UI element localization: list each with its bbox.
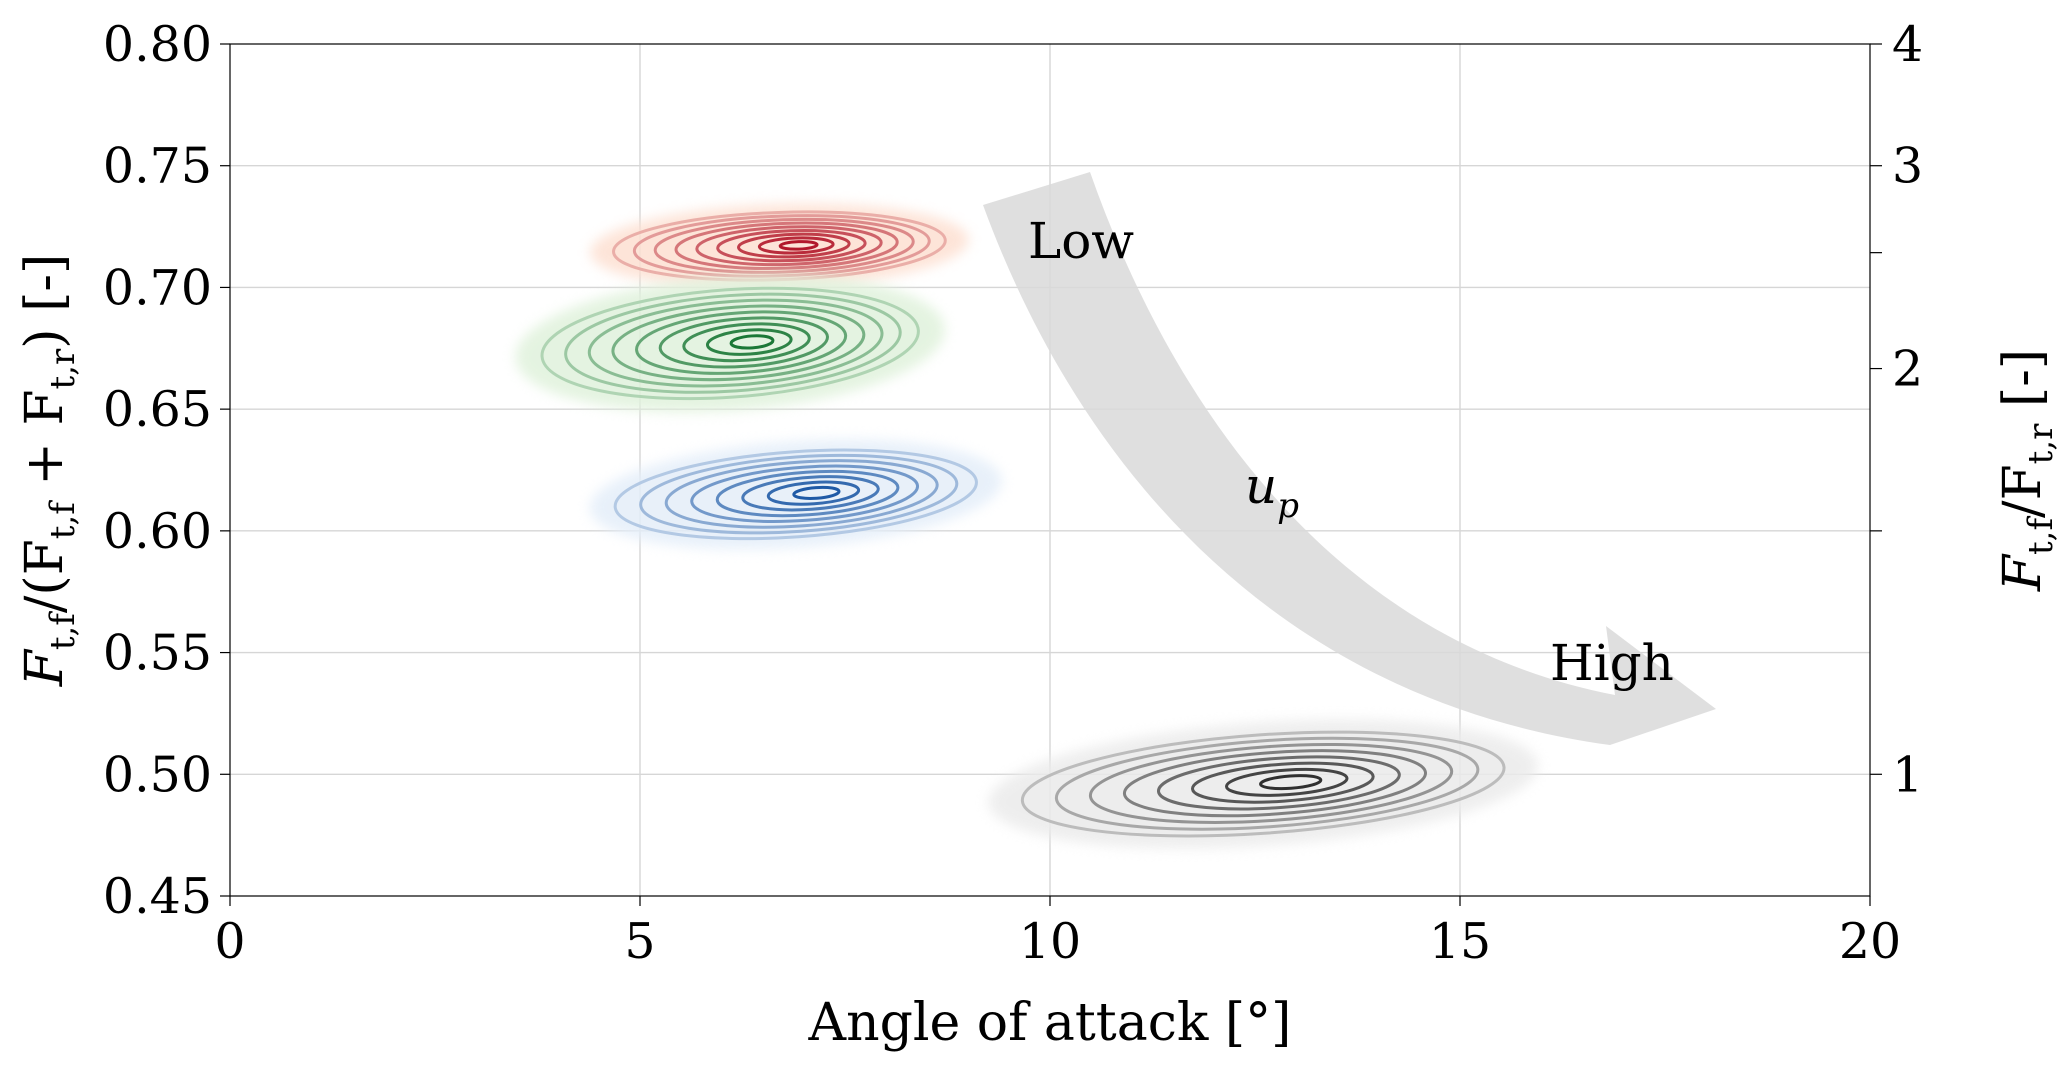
contour-line (792, 485, 841, 500)
y-right-end: [-] (1993, 349, 2053, 424)
y-left-main: F (15, 648, 75, 687)
y-tick-label: 0.60 (103, 503, 212, 560)
y-right-mid: /F (1993, 464, 2053, 518)
arrow-variable-label: up (1245, 457, 1299, 526)
contour-line (766, 480, 861, 506)
y-left-sub1: t,f (43, 611, 83, 650)
contour-line (1054, 736, 1480, 831)
y2-tick-label: 1 (1892, 746, 1923, 803)
contour-line (674, 221, 899, 271)
contour-line (716, 228, 867, 263)
contour-line (564, 292, 902, 394)
y-tick-label: 0.75 (103, 138, 212, 195)
x-tick-label: 5 (624, 913, 655, 970)
contour-line (639, 453, 959, 535)
contour-line (1122, 749, 1428, 818)
y2-tick-label: 2 (1892, 341, 1923, 398)
y-axis-left-label: Ft,f/(Ft,f + Ft,r) [-] (15, 254, 83, 688)
contour-series-2 (589, 439, 1002, 550)
x-tick-label: 10 (1019, 913, 1081, 970)
y-right-sub1: t,f (2021, 516, 2061, 555)
x-tick-label: 20 (1839, 913, 1901, 970)
contour-line (757, 236, 835, 255)
contour-line (1259, 774, 1323, 791)
y2-tick-label: 3 (1892, 138, 1923, 195)
contour-line (778, 240, 819, 251)
grid-lines (230, 44, 1870, 896)
low-label: Low (1028, 212, 1134, 270)
contour-series (515, 203, 1539, 849)
contour-line (737, 232, 851, 259)
y-right-main: F (1993, 553, 2053, 592)
contour-line (682, 322, 811, 363)
contour-line (1225, 767, 1349, 797)
y-left-sub2: t,f (43, 500, 83, 539)
y2-tick-label: 4 (1892, 16, 1923, 73)
y-axis-left-ticks: 0.45 0.50 0.55 0.60 0.65 0.70 0.75 0.80 (103, 16, 230, 925)
y-left-mid: /(F (15, 539, 75, 613)
contour-line (613, 448, 978, 541)
y-tick-label: 0.45 (103, 868, 212, 925)
contour-fill (589, 439, 1002, 550)
trend-arrow-shape (983, 172, 1716, 745)
y-axis-right-label: Ft,f/Ft,r [-] (1993, 349, 2061, 592)
y-tick-label: 0.70 (103, 259, 212, 316)
contour-line (690, 464, 920, 523)
high-label: High (1550, 634, 1674, 692)
x-axis-label: Angle of attack [°] (808, 993, 1292, 1053)
contour-line (1191, 761, 1375, 804)
y-axis-right-ticks: 1 2 3 4 (1870, 16, 1923, 803)
contour-line (587, 298, 884, 388)
contour-line (705, 328, 793, 356)
contour-line (540, 286, 920, 401)
contour-line (741, 475, 880, 512)
contour-line (1156, 755, 1401, 811)
contour-line (611, 304, 866, 382)
contour-series-0 (590, 203, 969, 289)
contour-line (635, 310, 848, 375)
y-left-sub3: t,r (43, 348, 83, 389)
contour-series-3 (988, 719, 1539, 849)
contour-line (664, 459, 939, 529)
contour-line (715, 469, 900, 518)
y-tick-label: 0.55 (103, 625, 212, 682)
y-tick-label: 0.80 (103, 16, 212, 73)
contour-line (1020, 730, 1506, 838)
trend-arrow (983, 172, 1716, 745)
contour-line (1088, 743, 1454, 824)
x-tick-label: 15 (1429, 913, 1491, 970)
contour-line (695, 225, 883, 267)
x-axis-ticks: 0 5 10 15 20 (214, 896, 1901, 970)
y-left-plus: + F (15, 389, 75, 502)
contour-series-1 (515, 274, 945, 413)
y-tick-label: 0.50 (103, 746, 212, 803)
arrow-variable: u (1245, 457, 1277, 515)
y-left-end: ) [-] (15, 254, 75, 349)
y-tick-label: 0.65 (103, 381, 212, 438)
contour-line (729, 334, 775, 350)
contour-line (658, 316, 829, 369)
y-right-sub2: t,r (2021, 423, 2061, 464)
contour-line (653, 217, 915, 274)
x-tick-label: 0 (214, 913, 245, 970)
arrow-variable-sub: p (1277, 486, 1299, 526)
